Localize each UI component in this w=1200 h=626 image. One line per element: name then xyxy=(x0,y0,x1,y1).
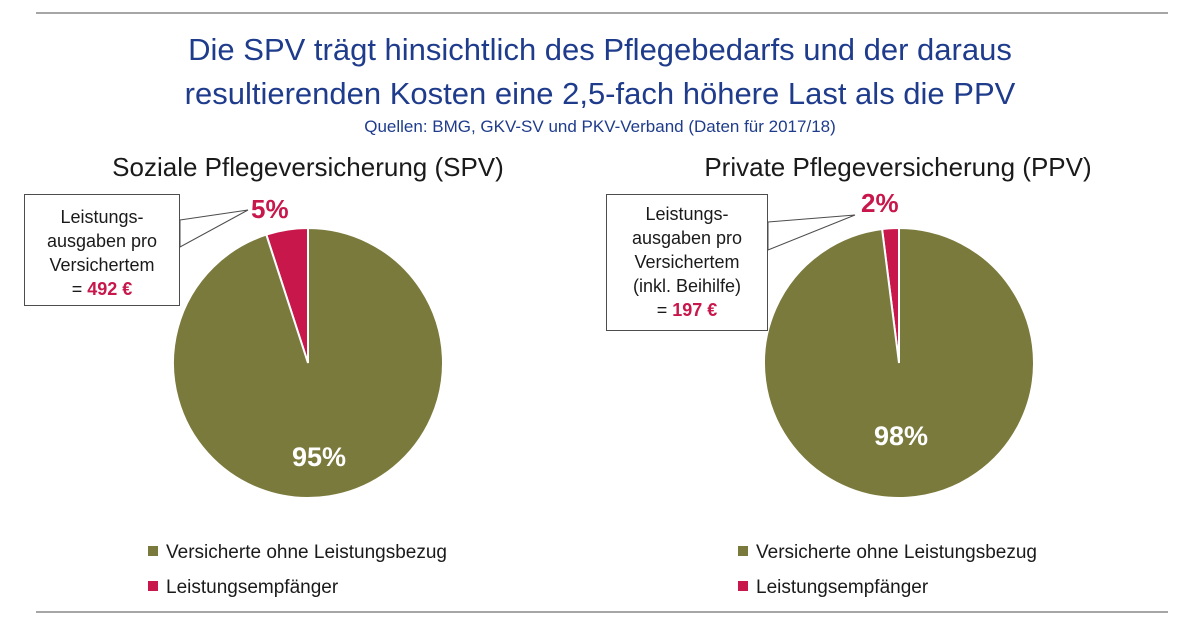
page-title-line-2: resultierenden Kosten eine 2,5-fach höhe… xyxy=(184,76,1016,111)
ppv-pie-chart xyxy=(763,226,1035,499)
ppv-callout-amount: 197 € xyxy=(672,300,718,320)
spv-callout-line-2: ausgaben pro xyxy=(46,231,158,251)
ppv-legend-item-leistungsempfaenger: Leistungsempfänger xyxy=(738,577,928,599)
ppv-legend-label-leistungsempfaenger: Leistungsempfänger xyxy=(756,577,929,598)
ppv-label-leistungsempfaenger: 2% xyxy=(861,188,899,218)
spv-legend-label-leistungsempfaenger: Leistungsempfänger xyxy=(166,577,339,598)
spv-legend-item-leistungsempfaenger: Leistungsempfänger xyxy=(148,577,338,599)
spv-legend-swatch-olive xyxy=(148,545,158,556)
spv-callout-amount-line: = 492 € xyxy=(25,277,179,301)
spv-legend-swatch-crimson xyxy=(148,580,158,591)
spv-pie-chart xyxy=(172,226,444,499)
ppv-legend-item-versicherte: Versicherte ohne Leistungsbezug xyxy=(738,542,1037,564)
top-divider xyxy=(36,12,1168,14)
ppv-chart-title: Private Pflegeversicherung (PPV) xyxy=(704,152,1092,182)
ppv-callout-prefix: = xyxy=(656,300,673,320)
ppv-label-versicherte: 98% xyxy=(874,421,929,451)
spv-chart-title: Soziale Pflegeversicherung (SPV) xyxy=(112,152,504,182)
ppv-callout-amount-line: = 197 € xyxy=(607,298,767,322)
spv-label-leistungsempfaenger: 5% xyxy=(251,194,289,224)
ppv-callout-line-3: Versichertem xyxy=(634,252,740,272)
spv-callout-amount: 492 € xyxy=(87,279,133,299)
spv-callout-line-1: Leistungs- xyxy=(60,207,144,227)
spv-pie-slice-versicherte xyxy=(172,226,444,499)
ppv-callout-line-4: (inkl. Beihilfe) xyxy=(632,276,742,296)
ppv-legend-swatch-olive xyxy=(738,545,748,556)
page-title-line-1: Die SPV trägt hinsichtlich des Pflegebed… xyxy=(188,32,1012,67)
ppv-legend-swatch-crimson xyxy=(738,580,748,591)
ppv-pie-slice-versicherte xyxy=(763,226,1035,499)
spv-callout-line-3: Versichertem xyxy=(49,255,155,275)
source-note: Quellen: BMG, GKV-SV und PKV-Verband (Da… xyxy=(364,117,836,136)
spv-label-versicherte: 95% xyxy=(292,442,347,472)
spv-legend-item-versicherte: Versicherte ohne Leistungsbezug xyxy=(148,542,447,564)
ppv-callout-line-1: Leistungs- xyxy=(645,204,729,224)
spv-callout-prefix: = xyxy=(71,279,88,299)
ppv-legend-label-versicherte: Versicherte ohne Leistungsbezug xyxy=(756,542,1037,563)
spv-legend-label-versicherte: Versicherte ohne Leistungsbezug xyxy=(166,542,447,563)
ppv-callout-line-2: ausgaben pro xyxy=(631,228,743,248)
spv-callout: Leistungs- ausgaben pro Versichertem = 4… xyxy=(24,194,180,306)
ppv-callout: Leistungs- ausgaben pro Versichertem (in… xyxy=(606,194,768,331)
bottom-divider xyxy=(36,611,1168,613)
